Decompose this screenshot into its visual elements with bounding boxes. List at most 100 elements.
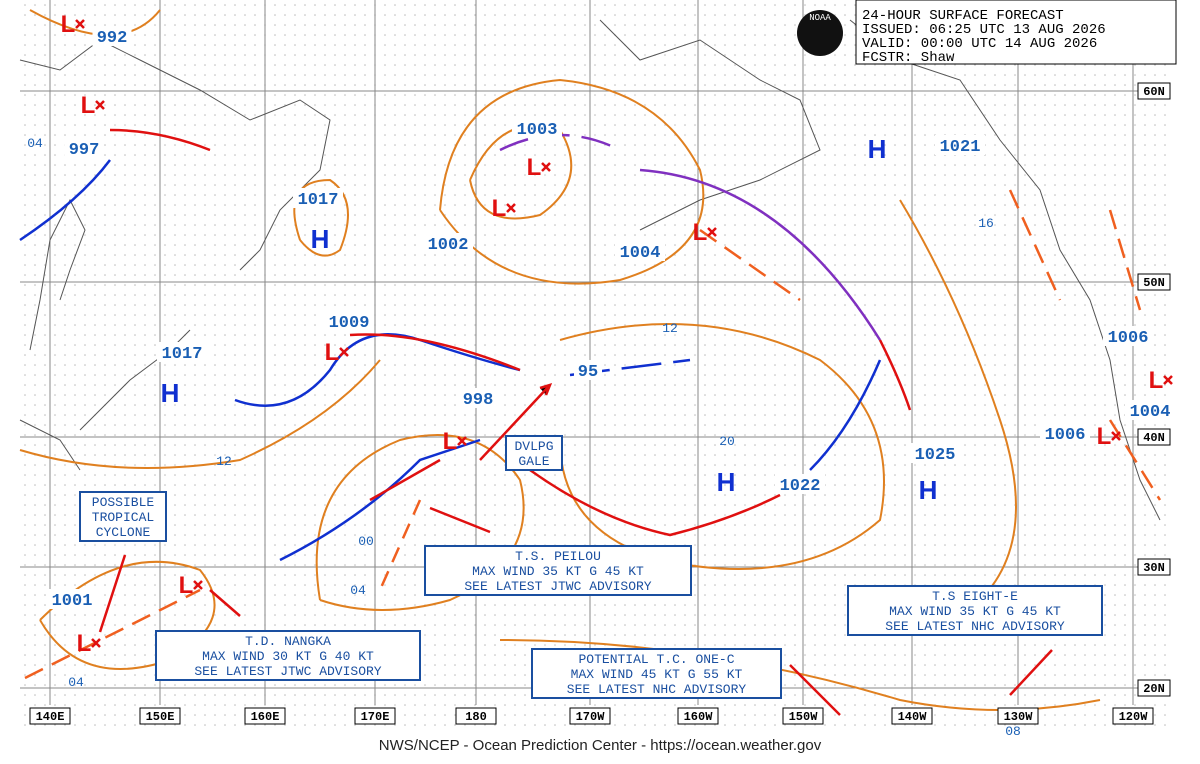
latitude-label-bg — [1137, 679, 1171, 697]
annotation-text: POSSIBLE — [92, 495, 155, 510]
arrows — [98, 383, 1053, 716]
pressure-label: 1004 — [620, 244, 661, 263]
high-center: H — [311, 224, 330, 254]
isobar-label: 16 — [978, 216, 994, 231]
pressure-label-bg — [935, 135, 985, 155]
latitude-label: 20N — [1143, 682, 1165, 696]
low-center: L — [77, 630, 92, 657]
annotation-box — [79, 491, 167, 542]
low-x — [95, 100, 105, 110]
pressure-label-bg — [1125, 400, 1175, 420]
pressure-label: 1022 — [780, 477, 821, 496]
longitude-label-bg — [1112, 707, 1154, 725]
low-center: L — [693, 219, 708, 246]
annotation-text: MAX WIND 45 KT G 55 KT — [571, 667, 743, 682]
latitude-label: 50N — [1143, 276, 1165, 290]
annotation-text: T.S. PEILOU — [515, 549, 601, 564]
annotation-box — [505, 435, 563, 471]
footer: NWS/NCEP - Ocean Prediction Center - htt… — [379, 737, 822, 754]
pressure-label-bg — [512, 118, 562, 138]
pressure-label-bg — [92, 26, 132, 46]
pressure-label: 1002 — [428, 236, 469, 255]
low-center: L — [325, 339, 340, 366]
longitude-label: 120W — [1119, 710, 1149, 724]
pressure-label-bg — [615, 241, 665, 261]
annotation-text: MAX WIND 35 KT G 45 KT — [889, 604, 1061, 619]
low-x — [91, 638, 101, 648]
isobar-label: 08 — [1005, 724, 1021, 739]
isobar-label: 12 — [216, 454, 232, 469]
pressure-label: 1006 — [1108, 329, 1149, 348]
pressure-label: 95 — [578, 363, 598, 382]
logo-text: NOAA — [809, 13, 831, 23]
pressure-label: 1021 — [940, 138, 981, 157]
low-x — [339, 347, 349, 357]
longitude-label-bg — [569, 707, 611, 725]
isobar-label: 04 — [350, 583, 366, 598]
header-valid: VALID: 00:00 UTC 14 AUG 2026 — [862, 36, 1097, 52]
annotation-text: GALE — [518, 454, 549, 469]
pressure-label-bg — [47, 589, 97, 609]
pressure-label: 1003 — [517, 121, 558, 140]
annotation-text: DVLPG — [514, 439, 553, 454]
annotation-text: T.S EIGHT-E — [932, 589, 1018, 604]
pressure-label: 992 — [97, 29, 128, 48]
high-center: H — [717, 467, 736, 497]
pressure-label: 1001 — [52, 592, 93, 611]
pressure-label-bg — [574, 360, 602, 380]
longitude-label: 180 — [465, 710, 487, 724]
annotation-text: CYCLONE — [96, 525, 151, 540]
annotation-box — [155, 630, 421, 681]
low-x — [75, 19, 85, 29]
longitude-label-bg — [139, 707, 181, 725]
pressure-label: 1025 — [915, 446, 956, 465]
longitude-label: 160W — [684, 710, 714, 724]
longitude-label: 130W — [1004, 710, 1034, 724]
pressure-label: 1017 — [298, 191, 339, 210]
longitude-label: 150E — [146, 710, 175, 724]
longitude-label-bg — [782, 707, 824, 725]
pressure-label-bg — [458, 388, 498, 408]
isobar-label: 04 — [27, 136, 43, 151]
low-center: L — [443, 428, 458, 455]
pressure-label-bg — [324, 311, 374, 331]
low-center: L — [527, 154, 542, 181]
pressure-label-bg — [775, 474, 825, 494]
longitude-label: 170E — [361, 710, 390, 724]
annotation-box — [424, 545, 692, 596]
latitude-label-bg — [1137, 273, 1171, 291]
isobar-label: 12 — [662, 321, 678, 336]
annotation-text: TROPICAL — [92, 510, 154, 525]
annotation-box — [847, 585, 1103, 636]
longitude-label: 160E — [251, 710, 280, 724]
noaa-logo — [797, 10, 843, 56]
low-x — [457, 436, 467, 446]
pressure-label: 1009 — [329, 314, 370, 333]
low-x — [1111, 431, 1121, 441]
latitude-label-bg — [1137, 558, 1171, 576]
header-issued: ISSUED: 06:25 UTC 13 AUG 2026 — [862, 22, 1106, 38]
annotation-text: T.D. NANGKA — [245, 634, 331, 649]
low-x — [1163, 375, 1173, 385]
pressure-label-bg — [157, 342, 207, 362]
longitude-label-bg — [29, 707, 71, 725]
low-center: L — [61, 11, 76, 38]
latitude-label: 60N — [1143, 85, 1165, 99]
isobar-label: 00 — [358, 534, 374, 549]
low-x — [506, 203, 516, 213]
header-box — [855, 0, 1177, 65]
annotation-text: MAX WIND 35 KT G 45 KT — [472, 564, 644, 579]
low-center: L — [1149, 367, 1164, 394]
isobar-label: 20 — [719, 434, 735, 449]
longitude-label-bg — [455, 707, 497, 725]
pressure-label: 1004 — [1130, 403, 1171, 422]
pressure-label-bg — [293, 188, 343, 208]
isobar-label: 04 — [68, 675, 84, 690]
header-title: 24-HOUR SURFACE FORECAST — [862, 8, 1064, 24]
annotation-text: MAX WIND 30 KT G 40 KT — [202, 649, 374, 664]
longitude-label-bg — [354, 707, 396, 725]
latitude-label-bg — [1137, 428, 1171, 446]
longitude-label: 170W — [576, 710, 606, 724]
pressure-label-bg — [64, 138, 104, 158]
